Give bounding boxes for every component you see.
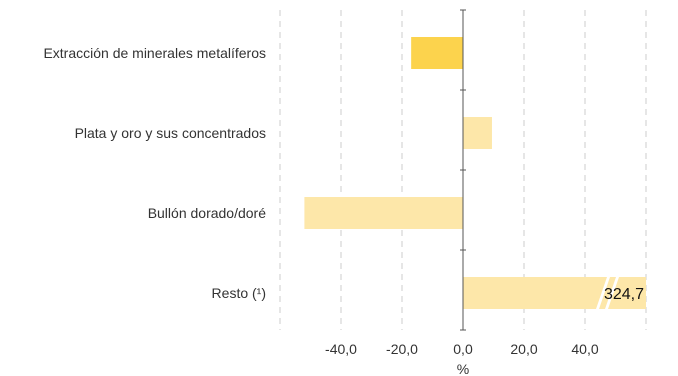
grid-lines xyxy=(279,10,647,330)
x-tick-label: 40,0 xyxy=(571,341,598,357)
bar xyxy=(411,37,463,69)
axis-break-mark xyxy=(605,277,619,309)
value-axis xyxy=(460,9,466,331)
axis-break-mark xyxy=(596,277,610,309)
bar xyxy=(463,117,492,149)
category-label: Bullón dorado/doré xyxy=(148,205,267,221)
bar-broken xyxy=(463,277,646,309)
x-tick-label: -20,0 xyxy=(386,341,418,357)
bars xyxy=(304,37,646,309)
x-tick-label: 0,0 xyxy=(453,341,473,357)
tick-labels: -40,0 -20,0 0,0 20,0 40,0 xyxy=(325,341,599,357)
x-tick-label: 20,0 xyxy=(510,341,537,357)
x-axis-title: % xyxy=(457,361,469,376)
x-tick-label: -40,0 xyxy=(325,341,357,357)
bar xyxy=(304,197,463,229)
category-labels: Extracción de minerales metalíferos Plata… xyxy=(43,45,644,303)
category-label: Extracción de minerales metalíferos xyxy=(43,45,266,61)
category-label: Resto (¹) xyxy=(212,285,266,301)
data-label: 324,7 xyxy=(604,286,644,303)
category-label: Plata y oro y sus concentrados xyxy=(75,125,266,141)
